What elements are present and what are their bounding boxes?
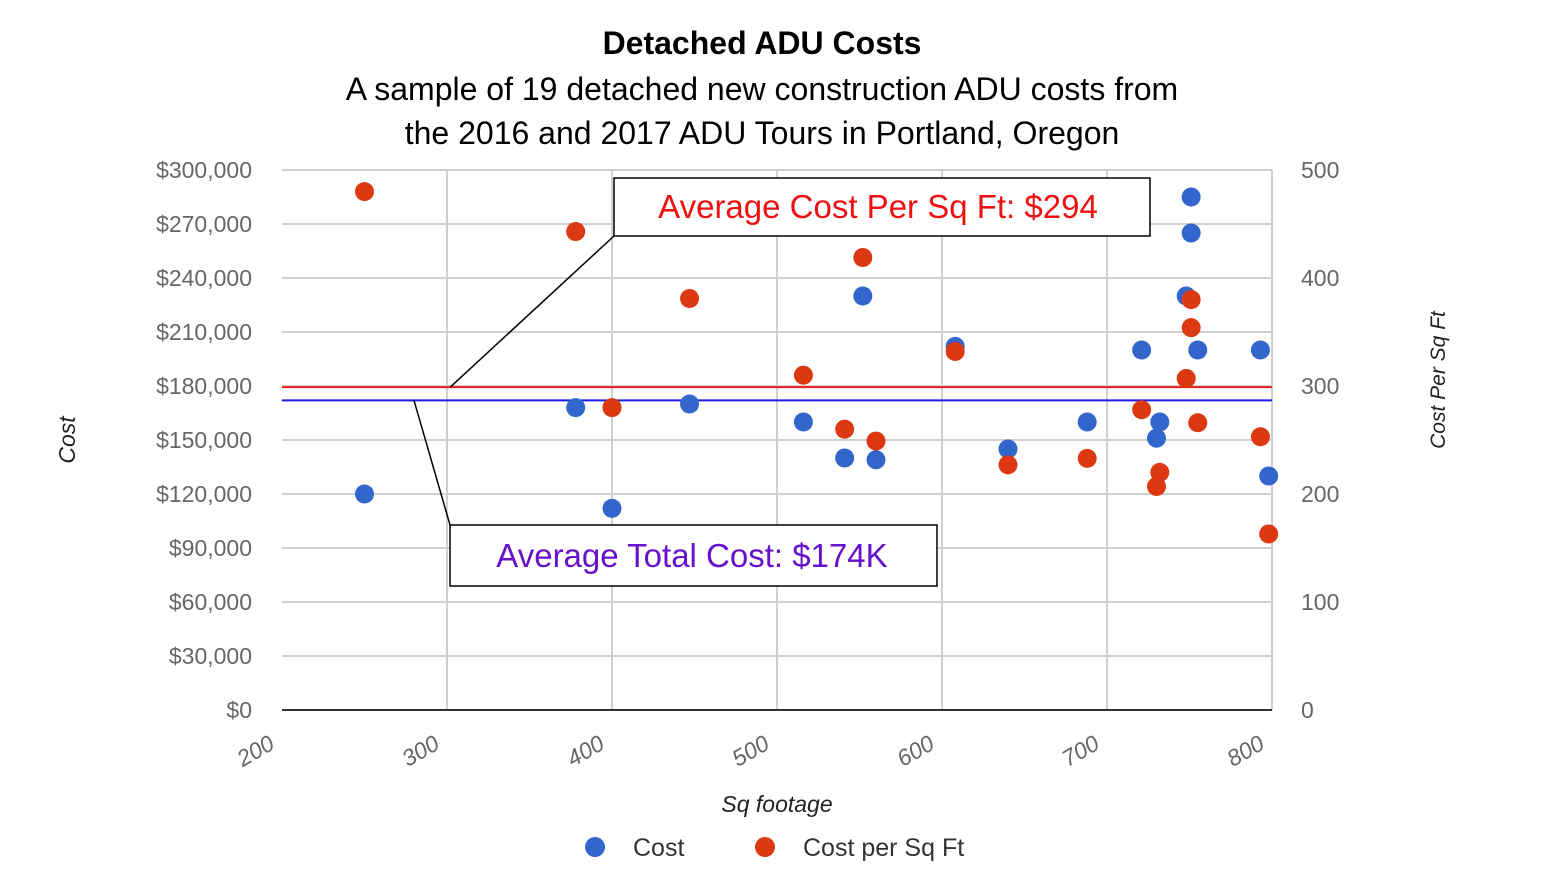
avg-total-cost-leader — [413, 400, 451, 526]
y-axis-right-title: Cost Per Sq Ft — [1427, 310, 1450, 449]
cost-per-sqft-point — [355, 182, 374, 202]
cost-per-sqft-point — [853, 247, 873, 267]
cost-per-sqft-point — [1077, 448, 1097, 468]
legend-cost-per-sqft-label: Cost per Sq Ft — [803, 834, 964, 862]
chart-subtitle-line-1: A sample of 19 detached new construction… — [346, 71, 1178, 107]
y-right-tick-label: 0 — [1301, 697, 1314, 723]
legend-cost-marker — [585, 837, 605, 857]
legend: Cost Cost per Sq Ft — [585, 834, 964, 862]
reference-lines — [282, 386, 1272, 402]
cost-point — [1147, 428, 1166, 448]
cost-point — [1132, 340, 1152, 360]
y-left-tick-label: $180,000 — [156, 373, 252, 399]
cost-point — [835, 448, 855, 468]
x-tick-label: 600 — [892, 730, 938, 772]
cost-point — [1181, 223, 1201, 243]
x-tick-label: 800 — [1222, 730, 1268, 772]
cost-per-sqft-point — [1181, 318, 1201, 338]
y-left-tick-label: $240,000 — [156, 265, 252, 291]
x-tick-label: 400 — [562, 730, 608, 772]
avg-cost-per-sqft-box — [613, 177, 1151, 237]
cost-point — [1259, 466, 1279, 486]
cost-point — [853, 286, 873, 306]
avg-cost-per-sqft-leader — [449, 235, 615, 388]
cost-per-sqft-point — [835, 419, 855, 439]
avg-total-cost-label: Average Total Cost: $174K — [496, 537, 887, 574]
cost-per-sqft-point — [1259, 524, 1279, 544]
cost-per-sqft-point — [793, 365, 813, 385]
cost-point — [1250, 340, 1270, 360]
y-left-tick-label: $60,000 — [169, 589, 252, 615]
x-tick-label: 300 — [397, 730, 443, 772]
cost-per-sqft-point — [680, 289, 700, 309]
chart-title: Detached ADU Costs — [603, 25, 922, 61]
cost-per-sqft-series — [355, 182, 1279, 544]
cost-per-sqft-point — [1176, 368, 1196, 388]
cost-point — [1188, 340, 1208, 360]
y-left-tick-label: $90,000 — [169, 535, 252, 561]
cost-point — [998, 439, 1018, 459]
cost-point — [602, 498, 622, 518]
legend-cost-label: Cost — [633, 834, 684, 862]
cost-per-sqft-point — [945, 341, 965, 361]
legend-cost-per-sqft-marker — [755, 837, 775, 857]
y-left-tick-label: $300,000 — [156, 157, 252, 183]
x-axis-title: Sq footage — [721, 791, 832, 817]
y-right-tick-label: 500 — [1301, 157, 1339, 183]
avg-total-cost-box — [449, 524, 938, 587]
y-left-tick-label: $0 — [226, 697, 252, 723]
x-tick-label: 500 — [727, 730, 773, 772]
cost-per-sqft-point — [566, 222, 586, 242]
cost-point — [1150, 412, 1170, 432]
cost-per-sqft-point — [1181, 290, 1201, 310]
cost-per-sqft-point — [998, 455, 1018, 475]
y-right-tick-label: 300 — [1301, 373, 1339, 399]
cost-point — [355, 484, 374, 504]
y-left-tick-label: $120,000 — [156, 481, 252, 507]
cost-per-sqft-point — [602, 398, 622, 418]
y-axis-left-title: Cost — [54, 415, 80, 464]
cost-series — [355, 187, 1279, 518]
avg-cost-per-sqft-label: Average Cost Per Sq Ft: $294 — [658, 188, 1098, 225]
y-left-tick-label: $270,000 — [156, 211, 252, 237]
cost-per-sqft-point — [1250, 427, 1270, 447]
cost-point — [866, 450, 886, 470]
annotations: Average Cost Per Sq Ft: $294 Average Tota… — [413, 177, 1151, 587]
cost-per-sqft-point — [1150, 462, 1170, 482]
cost-per-sqft-point — [1132, 400, 1152, 420]
cost-point — [1077, 412, 1097, 432]
y-right-tick-label: 100 — [1301, 589, 1339, 615]
x-tick-label: 200 — [231, 730, 278, 772]
y-right-tick-label: 400 — [1301, 265, 1339, 291]
y-left-tick-label: $210,000 — [156, 319, 252, 345]
grid — [282, 169, 1273, 711]
cost-point — [680, 394, 700, 414]
y-left-tick-label: $150,000 — [156, 427, 252, 453]
y-left-tick-label: $30,000 — [169, 643, 252, 669]
cost-per-sqft-point — [866, 431, 886, 451]
x-tick-label: 700 — [1057, 730, 1103, 772]
chart-subtitle-line-2: the 2016 and 2017 ADU Tours in Portland,… — [405, 115, 1120, 151]
y-right-tick-label: 200 — [1301, 481, 1339, 507]
cost-point — [566, 398, 586, 418]
cost-point — [793, 412, 813, 432]
cost-point — [1181, 187, 1201, 207]
cost-per-sqft-point — [1188, 413, 1208, 433]
